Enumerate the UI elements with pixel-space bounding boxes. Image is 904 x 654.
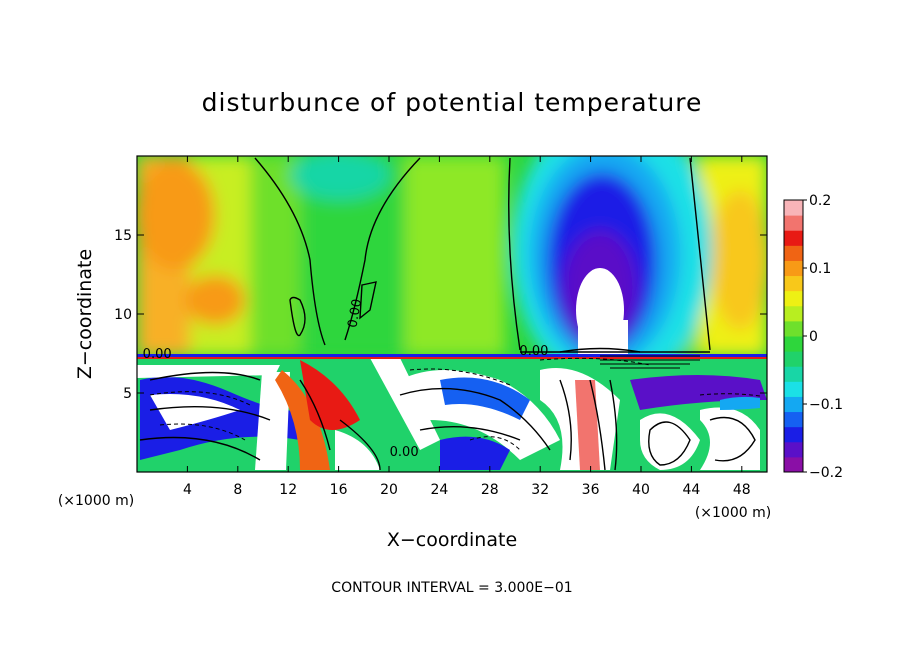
y-tick-label: 10 bbox=[114, 307, 132, 323]
colorbar-swatch bbox=[784, 290, 803, 307]
x-tick-label: 12 bbox=[279, 482, 297, 498]
y-tick-label: 5 bbox=[123, 386, 132, 402]
colorbar: 0.2 0.1 0 −0.1 −0.2 bbox=[783, 193, 843, 481]
contour-labels: 0.00 0.00 0.00 0.00 bbox=[143, 298, 549, 460]
contour-interval: CONTOUR INTERVAL = 3.000E−01 bbox=[331, 580, 572, 596]
x-tick-label: 32 bbox=[531, 482, 549, 498]
colorbar-swatch bbox=[784, 396, 803, 413]
colorbar-swatch bbox=[784, 230, 803, 246]
y-tick-label: 15 bbox=[114, 228, 132, 244]
stratification-lines bbox=[600, 355, 700, 369]
colorbar-swatch bbox=[784, 426, 803, 443]
colorbar-tick-label: 0.2 bbox=[809, 193, 831, 209]
x-tick-label: 36 bbox=[582, 482, 600, 498]
contour-label: 0.00 bbox=[519, 344, 548, 359]
colorbar-tick-label: −0.1 bbox=[809, 397, 843, 413]
colorbar-tick-label: 0 bbox=[809, 329, 818, 345]
x-tick-label: 28 bbox=[481, 482, 499, 498]
colorbar-swatch bbox=[784, 260, 803, 277]
y-axis: 5 10 15 bbox=[114, 228, 767, 402]
colorbar-swatch bbox=[784, 456, 803, 473]
colorbar-swatch bbox=[784, 366, 803, 382]
contour-label: 0.00 bbox=[143, 347, 172, 362]
x-axis: 4 8 12 16 20 24 28 32 36 40 44 48 bbox=[183, 156, 751, 498]
x-unit-right: (×1000 m) bbox=[695, 505, 771, 521]
colorbar-swatch bbox=[784, 336, 803, 352]
colorbar-tick-label: −0.2 bbox=[809, 465, 843, 481]
x-unit-left: (×1000 m) bbox=[58, 493, 134, 509]
colorbar-swatch bbox=[784, 320, 803, 337]
upper-field bbox=[137, 156, 767, 390]
x-tick-label: 4 bbox=[183, 482, 192, 498]
x-axis-label: X−coordinate bbox=[387, 529, 517, 551]
colorbar-swatch bbox=[784, 245, 803, 261]
colorbar-swatch bbox=[784, 411, 803, 428]
x-tick-label: 8 bbox=[233, 482, 242, 498]
colorbar-swatch bbox=[784, 441, 803, 458]
x-tick-label: 48 bbox=[733, 482, 751, 498]
colorbar-swatch bbox=[784, 200, 803, 216]
y-axis-label: Z−coordinate bbox=[74, 249, 96, 379]
lower-field bbox=[137, 357, 767, 472]
colorbar-tick-label: 0.1 bbox=[809, 261, 831, 277]
x-tick-label: 40 bbox=[632, 482, 650, 498]
x-tick-label: 16 bbox=[330, 482, 348, 498]
contour-label: 0.00 bbox=[345, 298, 365, 329]
plot-area: 0.00 0.00 0.00 0.00 bbox=[137, 156, 767, 472]
colorbar-swatch bbox=[784, 351, 803, 367]
contour-lines-dashed bbox=[149, 357, 761, 451]
contour-label: 0.00 bbox=[390, 445, 419, 460]
x-tick-label: 24 bbox=[430, 482, 448, 498]
colorbar-swatch bbox=[784, 275, 803, 292]
x-tick-label: 20 bbox=[380, 482, 398, 498]
chart-title: disturbunce of potential temperature bbox=[202, 88, 703, 117]
colorbar-swatch bbox=[784, 215, 803, 231]
contour-lines bbox=[139, 157, 756, 471]
x-tick-label: 44 bbox=[682, 482, 700, 498]
colorbar-swatch bbox=[784, 381, 803, 397]
colorbar-swatch bbox=[784, 305, 803, 322]
